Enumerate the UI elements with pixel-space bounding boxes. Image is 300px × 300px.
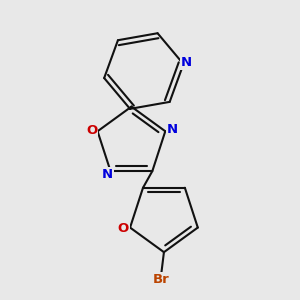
Text: Br: Br bbox=[153, 273, 170, 286]
Text: O: O bbox=[86, 124, 98, 137]
Text: N: N bbox=[102, 168, 113, 181]
Text: N: N bbox=[180, 56, 191, 69]
Text: O: O bbox=[118, 222, 129, 235]
Text: N: N bbox=[167, 123, 178, 136]
